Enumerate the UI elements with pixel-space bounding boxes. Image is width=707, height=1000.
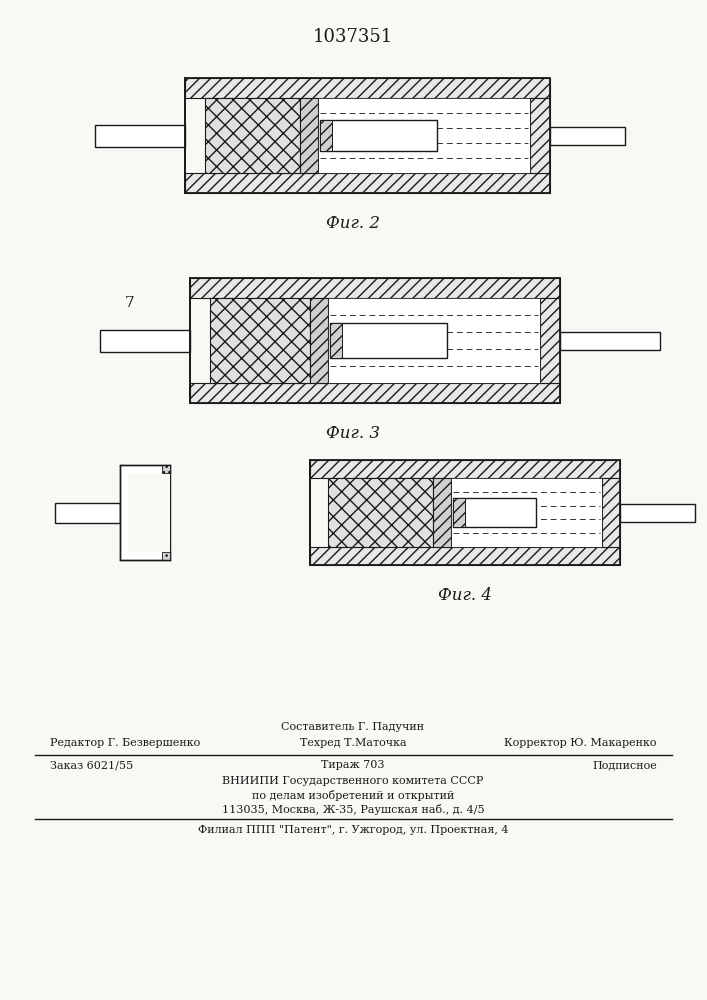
Bar bbox=[55, 502, 120, 522]
Bar bbox=[328, 478, 433, 547]
Bar bbox=[162, 552, 170, 560]
Bar bbox=[453, 498, 465, 527]
Bar bbox=[162, 465, 170, 473]
Bar bbox=[190, 278, 560, 403]
Text: Фиг. 4: Фиг. 4 bbox=[438, 587, 492, 604]
Bar bbox=[328, 478, 602, 547]
Bar bbox=[602, 478, 620, 547]
Bar bbox=[210, 298, 310, 383]
Bar bbox=[310, 547, 620, 565]
Text: Фиг. 3: Фиг. 3 bbox=[326, 425, 380, 442]
Bar bbox=[300, 98, 318, 173]
Text: Техред Т.Маточка: Техред Т.Маточка bbox=[300, 738, 407, 748]
Text: Фиг. 2: Фиг. 2 bbox=[326, 215, 380, 232]
Bar bbox=[210, 298, 540, 383]
Bar bbox=[328, 298, 540, 383]
Bar bbox=[550, 126, 625, 144]
Bar bbox=[330, 323, 342, 358]
Bar bbox=[318, 98, 530, 173]
Bar bbox=[320, 120, 332, 151]
Bar bbox=[100, 330, 190, 352]
Bar bbox=[128, 473, 170, 552]
Bar bbox=[540, 298, 560, 383]
Text: Корректор Ю. Макаренко: Корректор Ю. Макаренко bbox=[505, 738, 657, 748]
Bar bbox=[433, 478, 451, 547]
Text: Тираж 703: Тираж 703 bbox=[321, 760, 385, 770]
Bar bbox=[530, 98, 550, 173]
Text: 7: 7 bbox=[125, 296, 134, 310]
Bar bbox=[453, 498, 536, 527]
Bar bbox=[120, 465, 170, 560]
Bar bbox=[190, 278, 560, 298]
Text: Филиал ППП "Патент", г. Ужгород, ул. Проектная, 4: Филиал ППП "Патент", г. Ужгород, ул. Про… bbox=[198, 825, 508, 835]
Text: 1037351: 1037351 bbox=[313, 28, 393, 46]
Bar bbox=[451, 478, 602, 547]
Bar bbox=[95, 124, 185, 146]
Text: Подписное: Подписное bbox=[592, 760, 657, 770]
Bar bbox=[560, 332, 660, 350]
Text: Заказ 6021/55: Заказ 6021/55 bbox=[50, 760, 133, 770]
Bar bbox=[330, 323, 447, 358]
Text: Составитель Г. Падучин: Составитель Г. Падучин bbox=[281, 722, 425, 732]
Bar bbox=[310, 298, 328, 383]
Bar bbox=[620, 504, 695, 522]
Text: Редактор Г. Безвершенко: Редактор Г. Безвершенко bbox=[50, 738, 200, 748]
Text: ВНИИПИ Государственного комитета СССР: ВНИИПИ Государственного комитета СССР bbox=[222, 776, 484, 786]
Text: 113035, Москва, Ж-35, Раушская наб., д. 4/5: 113035, Москва, Ж-35, Раушская наб., д. … bbox=[222, 804, 484, 815]
Bar bbox=[205, 98, 300, 173]
Bar bbox=[185, 78, 550, 193]
Bar bbox=[320, 120, 437, 151]
Text: по делам изобретений и открытий: по делам изобретений и открытий bbox=[252, 790, 454, 801]
Bar bbox=[310, 460, 620, 478]
Bar bbox=[190, 383, 560, 403]
Bar bbox=[205, 98, 530, 173]
Bar bbox=[185, 173, 550, 193]
Bar bbox=[310, 460, 620, 565]
Bar bbox=[185, 78, 550, 98]
